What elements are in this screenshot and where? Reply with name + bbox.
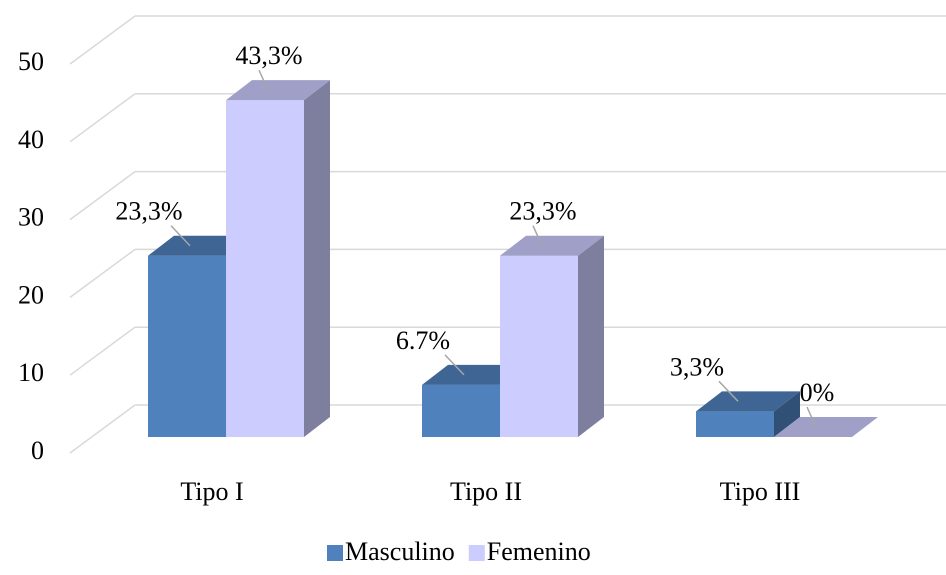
- bar: [696, 411, 774, 437]
- leader-line: [444, 354, 465, 376]
- leader-line: [258, 69, 269, 91]
- y-tick-label: 40: [18, 125, 44, 154]
- legend-label: Femenino: [487, 537, 591, 566]
- grid-line-side: [69, 15, 136, 65]
- y-tick-label: 30: [18, 203, 44, 232]
- data-label: 6.7%: [396, 326, 450, 355]
- x-tick-label: Tipo I: [180, 477, 243, 506]
- bar: [422, 384, 500, 437]
- y-tick-label: 10: [18, 358, 44, 387]
- data-label: 3,3%: [670, 352, 724, 381]
- bar-top: [696, 391, 800, 412]
- bar-top: [500, 235, 604, 256]
- bar-side: [578, 235, 604, 437]
- leader-line: [532, 225, 543, 247]
- grid-line-side: [69, 404, 136, 454]
- y-tick-label: 20: [18, 280, 44, 309]
- bar: [500, 255, 578, 437]
- bar-side: [774, 391, 800, 437]
- bar-top: [774, 417, 878, 437]
- legend-swatch: [327, 545, 343, 561]
- leader-line: [718, 380, 739, 402]
- legend-label: Masculino: [345, 537, 455, 566]
- data-label: 43,3%: [235, 41, 302, 70]
- x-tick-label: Tipo III: [720, 477, 801, 506]
- grid-line-side: [69, 248, 136, 299]
- leader-line: [170, 225, 191, 247]
- y-tick-label: 0: [31, 436, 44, 465]
- grid-line-side: [69, 170, 136, 221]
- bar: [148, 255, 226, 437]
- legend-swatch: [468, 545, 485, 561]
- bar: [226, 100, 304, 437]
- bar-top: [226, 80, 330, 101]
- leader-line: [806, 406, 817, 428]
- grid-line-side: [69, 326, 136, 376]
- grid-line-side: [69, 93, 136, 143]
- data-label: 0%: [800, 378, 835, 407]
- data-label: 23,3%: [509, 197, 576, 226]
- x-tick-label: Tipo II: [450, 477, 522, 506]
- bar-side: [304, 80, 330, 437]
- data-label: 23,3%: [115, 197, 182, 226]
- y-tick-label: 50: [18, 47, 44, 76]
